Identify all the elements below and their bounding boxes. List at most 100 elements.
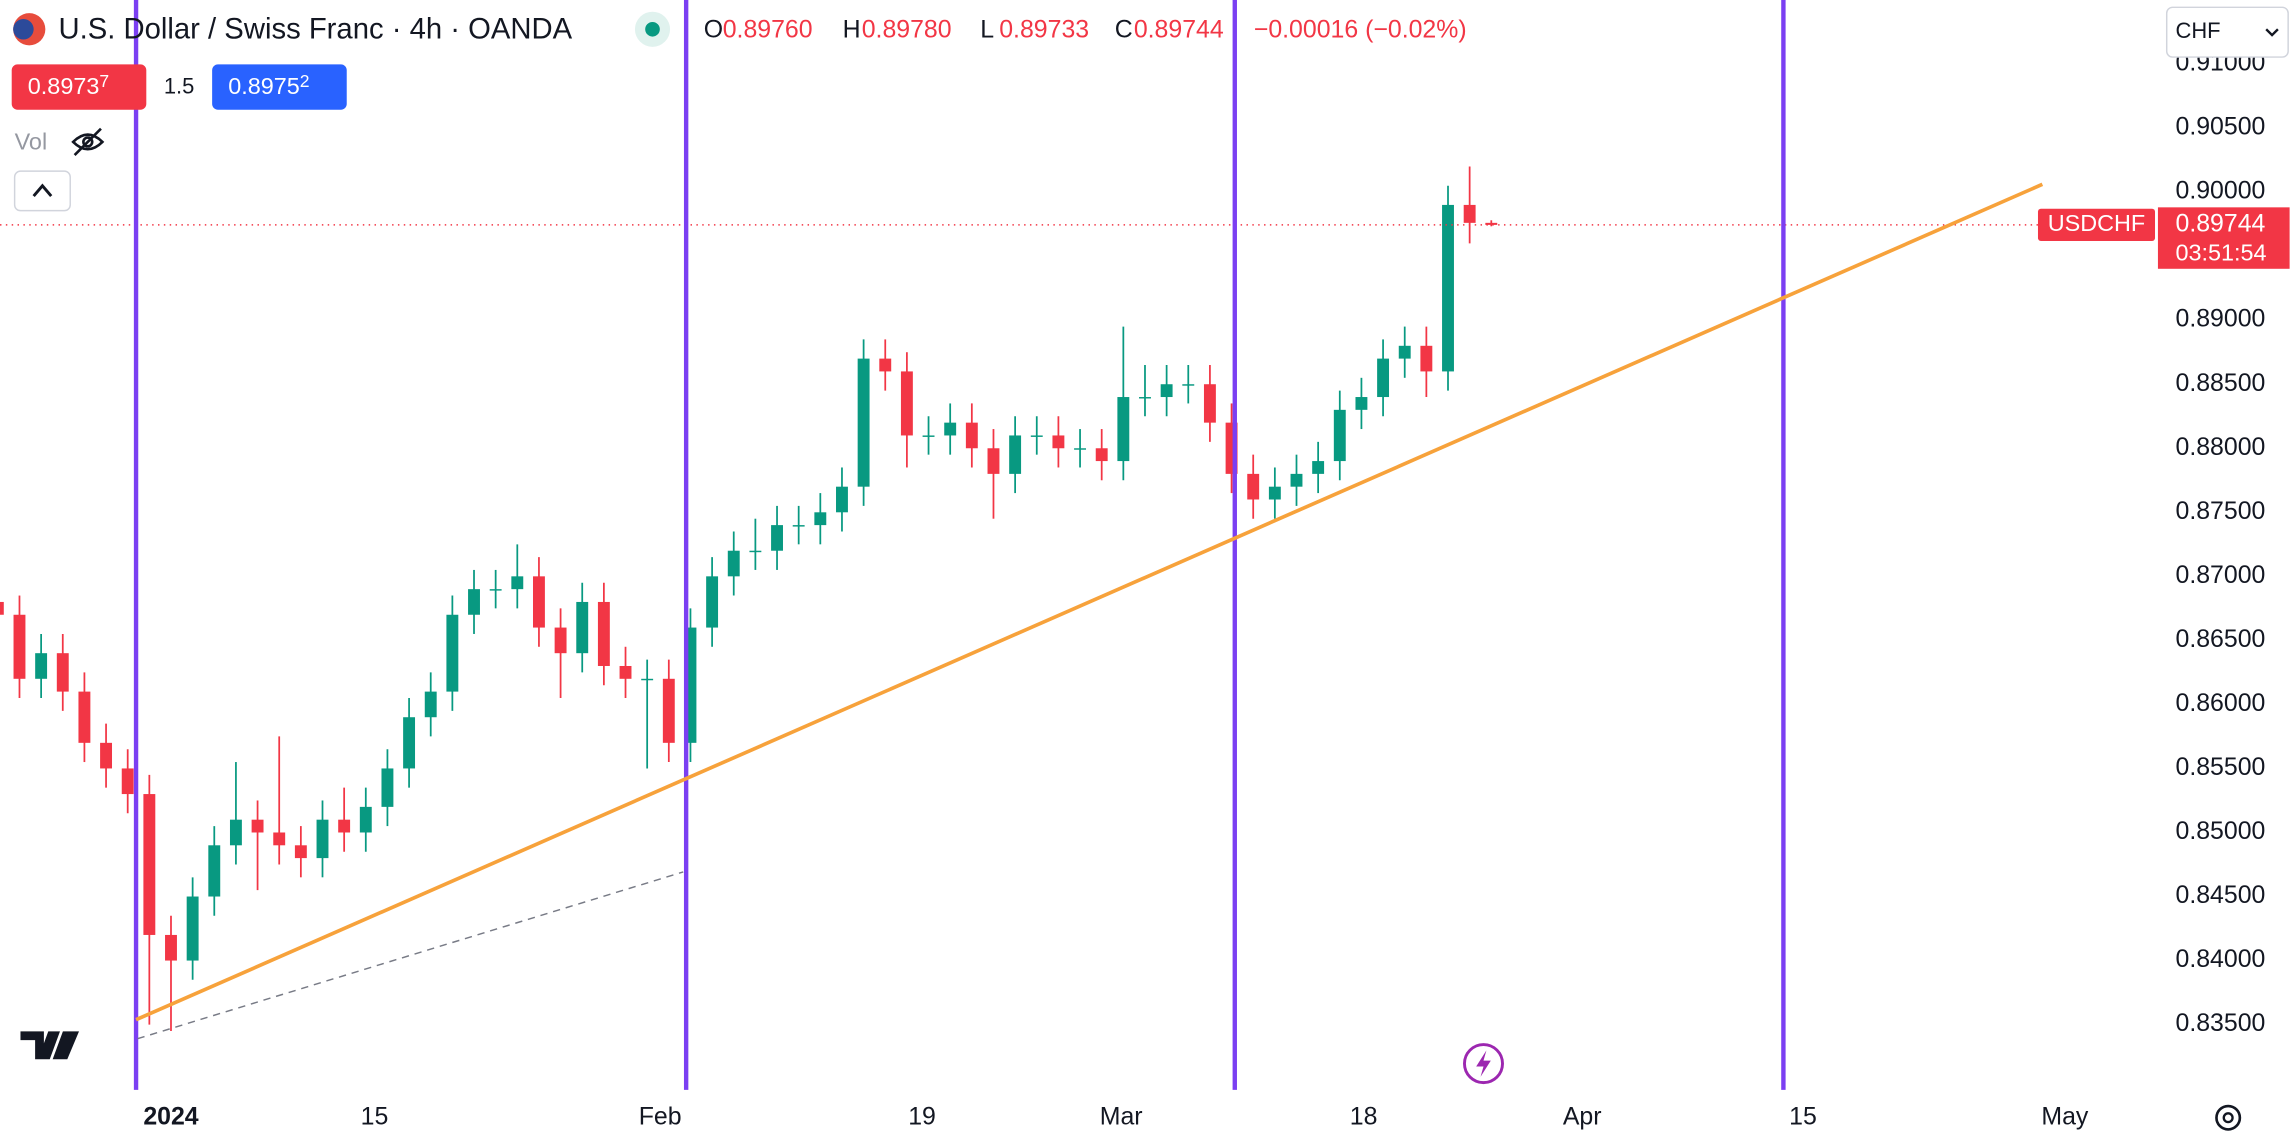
candle-body [619, 665, 632, 679]
candle-body [1463, 204, 1476, 223]
candle-body [446, 614, 459, 692]
candle-body [814, 512, 827, 526]
sell-button[interactable] [11, 64, 147, 110]
y-tick-label: 0.86500 [2175, 625, 2265, 653]
candle-body [1355, 397, 1368, 410]
y-tick-label: 0.83500 [2175, 1009, 2265, 1037]
trend-line[interactable] [135, 182, 2044, 1022]
collapse-button[interactable] [13, 170, 71, 212]
candle-body [706, 576, 719, 628]
y-tick-label: 0.85500 [2175, 753, 2265, 781]
ohlc-label: C [1115, 15, 1133, 43]
y-tick-label: 0.87000 [2175, 561, 2265, 589]
x-tick-label: 18 [1350, 1102, 1378, 1130]
y-tick-label: 0.84500 [2175, 881, 2265, 909]
candle-body [749, 550, 762, 553]
candle-body [1225, 422, 1238, 474]
settings-icon [2222, 1112, 2234, 1124]
candle-body [1139, 397, 1151, 399]
candle-body [0, 601, 4, 615]
ohlc-value: 0.89733 [999, 15, 1089, 43]
symbol-label: USDCHF [2048, 210, 2145, 236]
change-value: −0.00016 (−0.02%) [1254, 15, 1467, 43]
currency-label[interactable]: CHF [2175, 18, 2220, 43]
candle-body [1398, 345, 1411, 359]
flag-icon [13, 19, 34, 40]
y-tick-label: 0.89000 [2175, 305, 2265, 333]
candle-body [35, 653, 48, 679]
candle-body [273, 832, 286, 846]
candle-body [944, 422, 957, 436]
candle-body [727, 550, 740, 577]
candle-body [403, 717, 416, 769]
candle-body [987, 448, 1000, 474]
candle-body [208, 845, 221, 897]
settings-icon[interactable] [2215, 1104, 2242, 1131]
candle-body [1333, 409, 1346, 462]
currency-select[interactable] [2165, 6, 2289, 58]
candle-body [857, 358, 870, 487]
dropdown-icon [2265, 28, 2279, 37]
candle-body [1030, 435, 1043, 437]
candle-body [511, 576, 524, 590]
x-tick-label: Feb [639, 1102, 682, 1130]
bid-price[interactable]: 0.89737 [28, 71, 109, 99]
last-price-label: 0.89744 [2175, 209, 2265, 237]
plot-area [0, 166, 2158, 1032]
candle-body [1074, 448, 1087, 450]
drawings [133, 0, 2044, 1090]
candle-body [165, 934, 177, 961]
candle-body [965, 422, 978, 449]
ask-price[interactable]: 0.89752 [228, 71, 309, 99]
ohlc-value: 0.89780 [862, 15, 952, 43]
tradingview-logo[interactable] [20, 1031, 80, 1060]
candle-body [1182, 384, 1195, 386]
candle-body [1203, 384, 1216, 423]
candle-body [1377, 358, 1390, 398]
dashed-line[interactable] [137, 871, 684, 1040]
eye-off-icon[interactable] [71, 127, 105, 157]
candle-body [836, 486, 848, 513]
x-tick-label: May [2041, 1102, 2089, 1130]
candle-body [56, 653, 69, 692]
y-tick-label: 0.88000 [2175, 433, 2265, 461]
y-tick-label: 0.88500 [2175, 369, 2265, 397]
candle-body [143, 794, 156, 935]
candle-body [251, 819, 264, 833]
axes: 0.83500 0.84000 0.84500 0.85000 0.85500 0.860… [143, 49, 2294, 1130]
candle-body [879, 358, 892, 372]
chevron-icon [32, 183, 53, 197]
candle-body [1052, 435, 1065, 449]
symbol-title[interactable]: U.S. Dollar / Swiss Franc · 4h · OANDA [59, 13, 573, 45]
y-tick-label: 0.90000 [2175, 177, 2265, 205]
bid-main: 0.8973 [28, 73, 100, 99]
x-tick-label: Apr [1563, 1102, 1602, 1130]
candle-body [1290, 473, 1303, 487]
y-tick-label: 0.90500 [2175, 113, 2265, 141]
x-tick-label: 19 [908, 1102, 936, 1130]
candle-body [684, 627, 697, 743]
candle-body [662, 678, 675, 743]
candle-body [1442, 204, 1454, 372]
candle-body [922, 435, 935, 437]
candle-body [381, 768, 394, 807]
bid-pip: 7 [99, 71, 109, 91]
lightning-icon [1476, 1050, 1491, 1077]
candle-body [229, 819, 242, 846]
candle-body [1485, 222, 1498, 225]
candle-body [294, 845, 307, 859]
symbol-badge [2037, 208, 2156, 241]
ohlc-value: 0.89744 [1134, 15, 1224, 43]
candle-body [641, 678, 654, 681]
buy-button[interactable] [212, 64, 347, 110]
volume-label[interactable]: Vol [15, 129, 48, 155]
spread: 1.5 [164, 74, 195, 99]
ohlc-value: 0.89760 [723, 15, 813, 43]
candle-body [1247, 473, 1260, 500]
ohlc-label: O [704, 15, 723, 43]
candle-body [532, 576, 545, 628]
candle-body [1268, 486, 1281, 500]
candle-body [554, 627, 567, 654]
